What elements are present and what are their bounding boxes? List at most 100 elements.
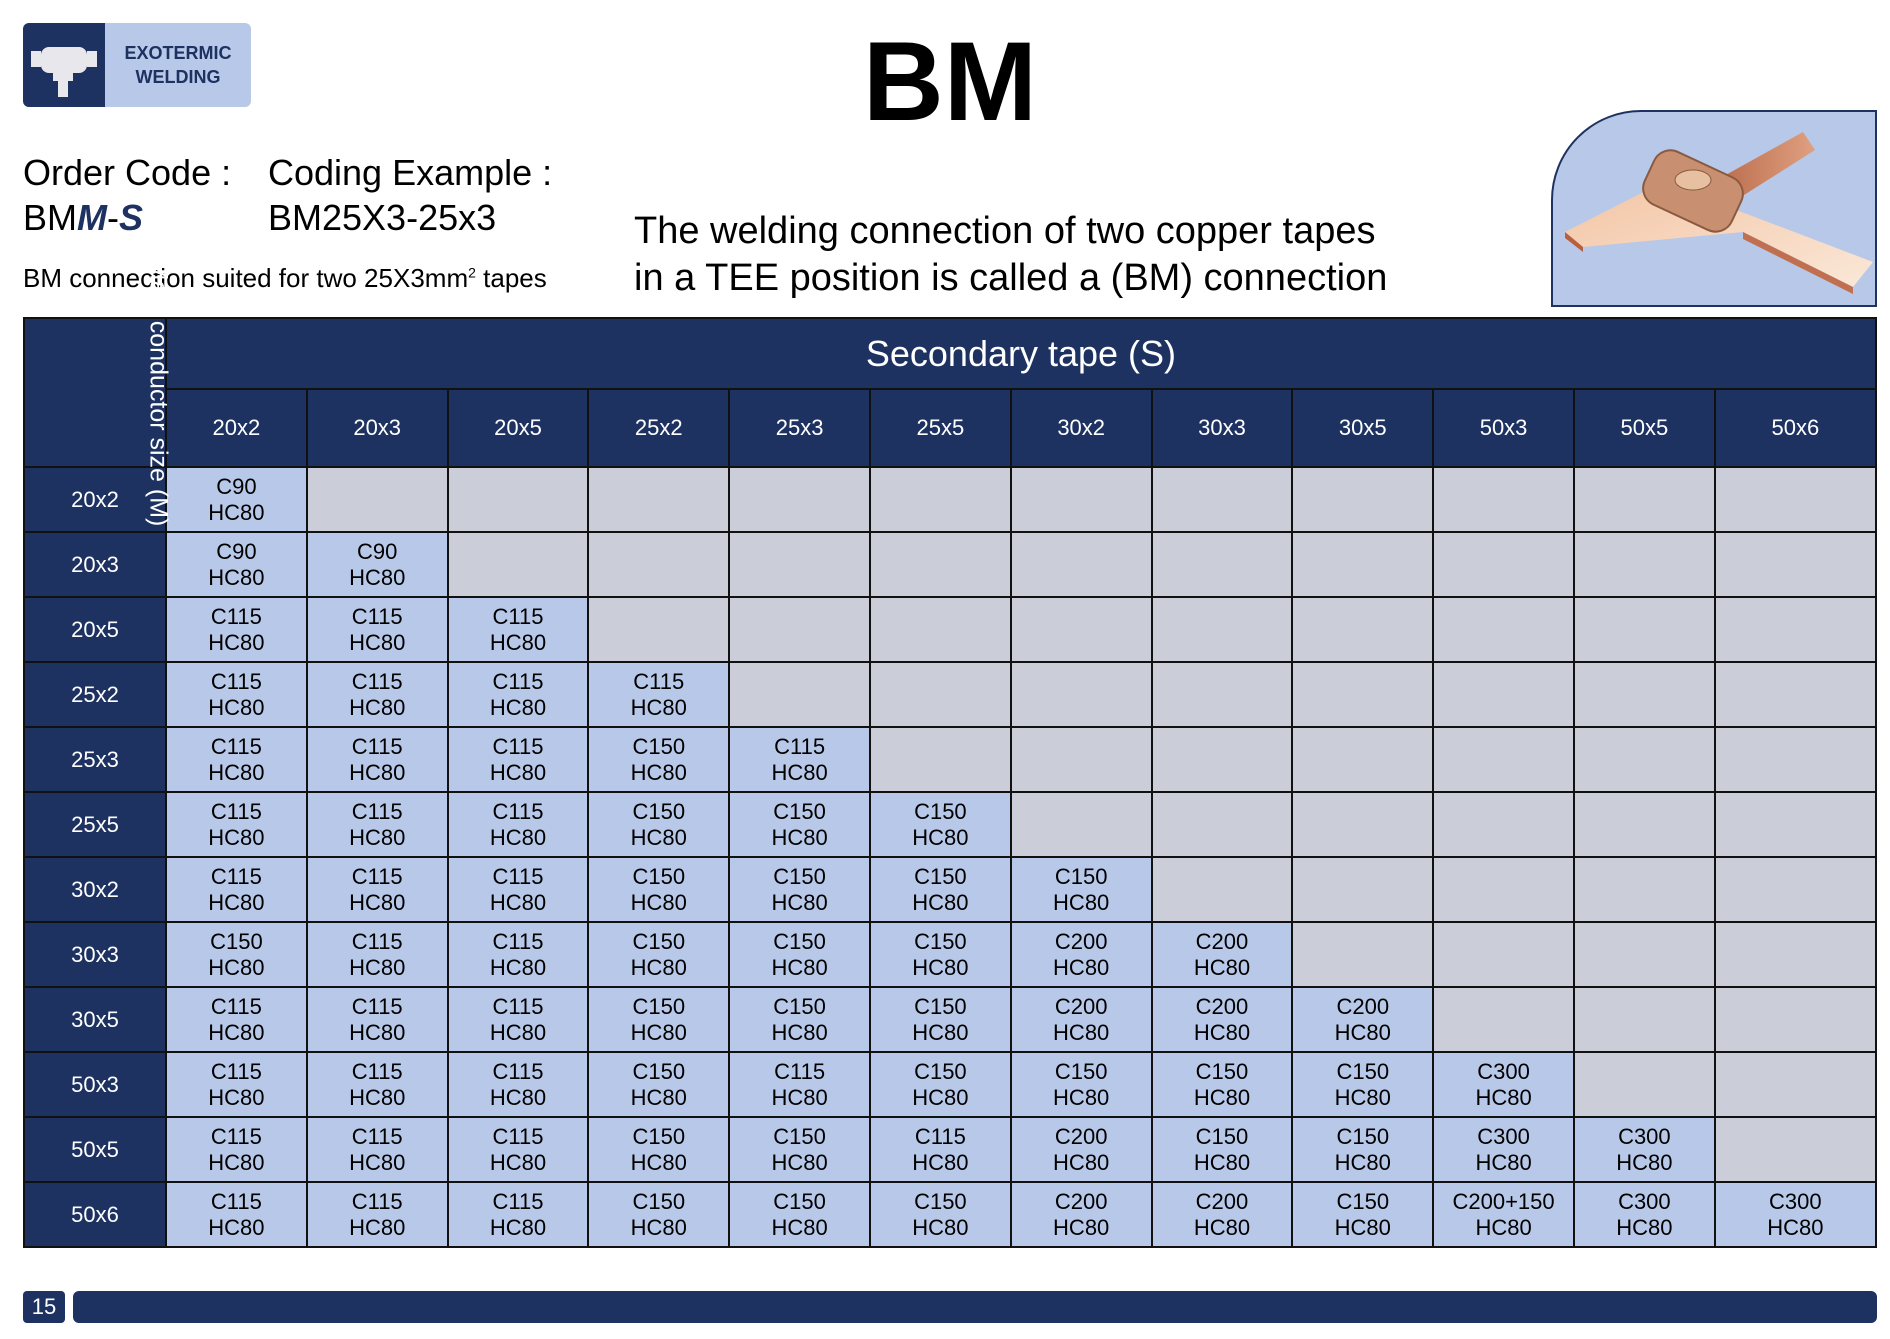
table-cell: C300 HC80 bbox=[1572, 1181, 1716, 1248]
hc-value: HC80 bbox=[489, 1019, 547, 1045]
hc-value: HC80 bbox=[912, 1084, 969, 1110]
c-value: C115 bbox=[492, 1188, 544, 1214]
empty-cell bbox=[1713, 661, 1877, 728]
empty-cell bbox=[1009, 596, 1153, 663]
hc-value: HC80 bbox=[349, 759, 406, 785]
table-cell: C115 HC80 bbox=[165, 856, 308, 923]
page-title: BM bbox=[862, 19, 1038, 144]
hc-value: HC80 bbox=[1616, 1149, 1673, 1175]
hc-value: HC80 bbox=[208, 499, 265, 525]
c-value: C300 bbox=[1477, 1058, 1530, 1084]
table-cell: C150 HC80 bbox=[728, 791, 871, 858]
coding-example-value: BM25X3-25x3 bbox=[268, 197, 497, 238]
table-cell: C90 HC80 bbox=[165, 531, 308, 598]
c-value: C200 bbox=[1054, 928, 1108, 954]
empty-cell bbox=[1713, 726, 1877, 793]
footer-bar bbox=[73, 1291, 1877, 1323]
empty-cell bbox=[1291, 596, 1435, 663]
c-value: C115 bbox=[210, 668, 262, 694]
secondary-tape-header: Secondary tape (S) bbox=[165, 317, 1877, 390]
c-value: C115 bbox=[210, 733, 262, 759]
hc-value: HC80 bbox=[1193, 1019, 1251, 1045]
table-cell: C200 HC80 bbox=[1291, 986, 1435, 1053]
table-cell: C115 HC80 bbox=[587, 661, 731, 728]
empty-cell bbox=[1291, 791, 1435, 858]
c-value: C150 bbox=[773, 863, 826, 889]
empty-cell bbox=[1150, 531, 1294, 598]
table-row: 30x3 C150 HC80 C115 HC80 C115 HC80 C150 HC80 C150… bbox=[23, 921, 1877, 988]
table-cell: C115 HC80 bbox=[305, 661, 449, 728]
hc-value: HC80 bbox=[349, 1214, 406, 1240]
c-value: C150 bbox=[773, 993, 826, 1019]
empty-cell bbox=[1713, 791, 1877, 858]
c-value: C115 bbox=[210, 798, 262, 824]
hc-value: HC80 bbox=[489, 1149, 547, 1175]
column-header: 30x2 bbox=[1009, 388, 1153, 468]
description: The welding connection of two copper tap… bbox=[634, 208, 1387, 302]
empty-cell bbox=[1432, 791, 1575, 858]
row-header: 30x5 bbox=[23, 986, 167, 1053]
c-value: C300 bbox=[1618, 1123, 1671, 1149]
c-value: C150 bbox=[1336, 1058, 1390, 1084]
hc-value: HC80 bbox=[1193, 1149, 1251, 1175]
table-cell: C150 HC80 bbox=[868, 986, 1012, 1053]
c-value: C200 bbox=[1195, 928, 1249, 954]
hc-value: HC80 bbox=[349, 629, 406, 655]
hc-value: HC80 bbox=[912, 1019, 969, 1045]
table-cell: C150 HC80 bbox=[1009, 1051, 1153, 1118]
empty-cell bbox=[1291, 921, 1435, 988]
empty-cell bbox=[1009, 726, 1153, 793]
hc-value: HC80 bbox=[208, 629, 265, 655]
table-cell: C115 HC80 bbox=[165, 1181, 308, 1248]
order-code-m: M bbox=[77, 197, 107, 238]
c-value: C150 bbox=[773, 1123, 826, 1149]
empty-cell bbox=[305, 466, 449, 533]
table-cell: C200 HC80 bbox=[1009, 921, 1153, 988]
c-value: C115 bbox=[210, 1123, 262, 1149]
table-cell: C115 HC80 bbox=[165, 661, 308, 728]
empty-cell bbox=[1150, 791, 1294, 858]
hc-value: HC80 bbox=[489, 629, 547, 655]
hc-value: HC80 bbox=[771, 1149, 828, 1175]
table-cell: C150 HC80 bbox=[587, 726, 731, 793]
empty-cell bbox=[1572, 661, 1716, 728]
hc-value: HC80 bbox=[630, 1214, 687, 1240]
hc-value: HC80 bbox=[208, 824, 265, 850]
table-cell: C150 HC80 bbox=[587, 856, 731, 923]
hc-value: HC80 bbox=[208, 694, 265, 720]
empty-cell bbox=[446, 466, 590, 533]
empty-cell bbox=[1291, 466, 1435, 533]
c-value: C150 bbox=[914, 863, 967, 889]
c-value: C115 bbox=[492, 1058, 544, 1084]
table-cell: C200+150 HC80 bbox=[1432, 1181, 1575, 1248]
logo-line2: WELDING bbox=[135, 67, 221, 87]
empty-cell bbox=[587, 531, 731, 598]
table-cell: C200 HC80 bbox=[1150, 986, 1294, 1053]
logo: EXOTERMIC WELDING bbox=[23, 23, 251, 107]
hc-value: HC80 bbox=[349, 694, 406, 720]
hc-value: HC80 bbox=[208, 889, 265, 915]
c-value: C115 bbox=[351, 1188, 403, 1214]
empty-cell bbox=[728, 531, 871, 598]
empty-cell bbox=[1572, 791, 1716, 858]
table-cell: C115 HC80 bbox=[868, 1116, 1012, 1183]
c-value: C115 bbox=[633, 668, 685, 694]
c-value: C150 bbox=[1336, 1123, 1390, 1149]
c-value: C115 bbox=[351, 993, 403, 1019]
empty-cell bbox=[1432, 986, 1575, 1053]
empty-cell bbox=[1150, 596, 1294, 663]
c-value: C150 bbox=[914, 993, 967, 1019]
hc-value: HC80 bbox=[771, 824, 828, 850]
table-cell: C115 HC80 bbox=[165, 986, 308, 1053]
c-value: C115 bbox=[351, 1123, 403, 1149]
empty-cell bbox=[1713, 1051, 1877, 1118]
row-header: 30x2 bbox=[23, 856, 167, 923]
c-value: C150 bbox=[632, 863, 686, 889]
hc-value: HC80 bbox=[349, 1149, 406, 1175]
c-value: C115 bbox=[492, 798, 544, 824]
empty-cell bbox=[1150, 466, 1294, 533]
hc-value: HC80 bbox=[208, 954, 265, 980]
main-conductor-header-text: Main conductor size (M) bbox=[144, 259, 173, 526]
c-value: C150 bbox=[914, 1058, 967, 1084]
table-row: 50x3 C115 HC80 C115 HC80 C115 HC80 C150 HC80 C115… bbox=[23, 1051, 1877, 1118]
